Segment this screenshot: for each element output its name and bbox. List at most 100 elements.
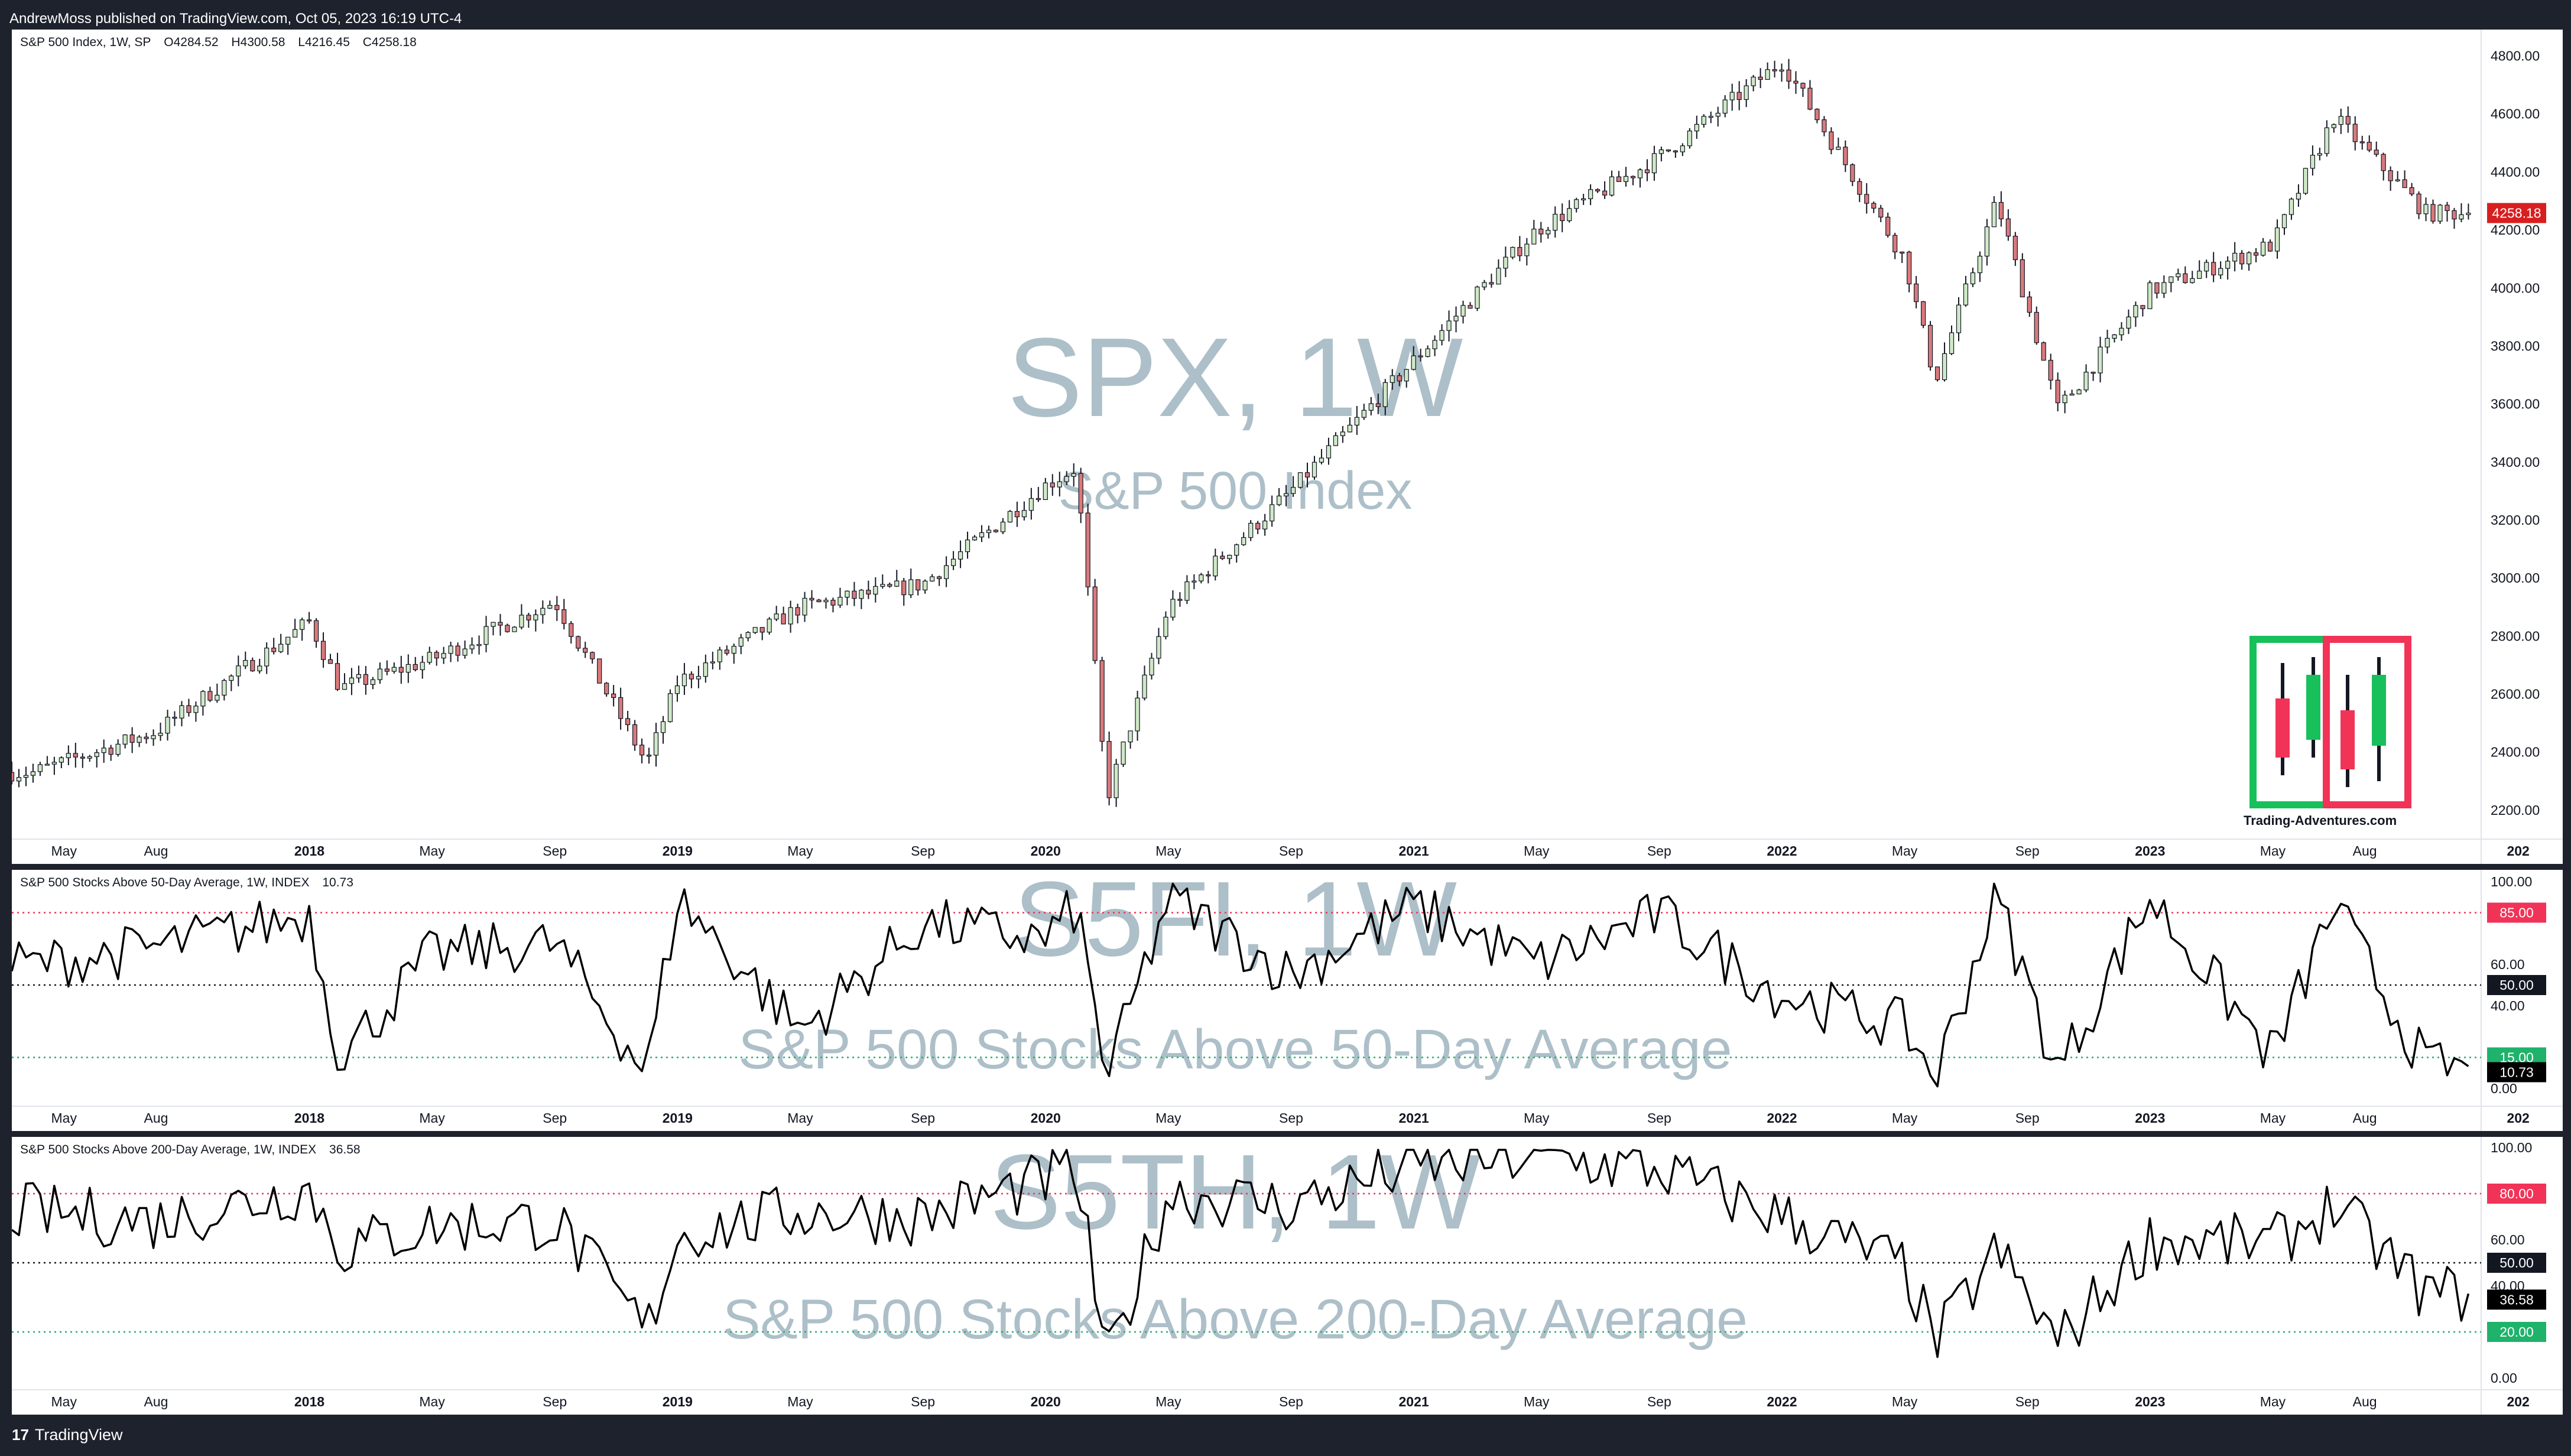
- s5th-watermark-sub: S&P 500 Stocks Above 200-Day Average: [722, 1288, 1748, 1351]
- spx-candle-up: [1241, 537, 1246, 545]
- spx-candle-up: [950, 558, 956, 566]
- spx-candle-up: [1546, 230, 1551, 235]
- level-label-box: [2487, 1322, 2546, 1342]
- spx-candle-up: [788, 607, 793, 625]
- spx-candle-up: [965, 540, 970, 552]
- spx-candle-up: [23, 775, 29, 778]
- spx-candle-down: [1616, 176, 1622, 182]
- s5th-chart[interactable]: May Aug 2018 May Sep 2019 May Sep 2020 May Sep 2021…: [12, 1137, 2563, 1415]
- s5fi-pane[interactable]: S5FI, 1W S&P 500 Stocks Above 50-Day Ave…: [12, 860, 2563, 1131]
- spx-candle-up: [1290, 487, 1296, 494]
- osc-last-value-label: 36.58: [2499, 1292, 2534, 1307]
- time-tick-label: May: [1892, 843, 1918, 859]
- spx-axis-label: 4200.00: [2491, 222, 2540, 238]
- spx-candle-up: [894, 580, 900, 587]
- spx-candle-up: [1149, 658, 1154, 675]
- spx-candle-down: [2267, 242, 2273, 252]
- spx-candle-down: [604, 682, 609, 694]
- spx-candle-up: [200, 691, 206, 707]
- spx-candle-up: [1347, 424, 1352, 433]
- spx-candle-up: [2395, 179, 2400, 181]
- s5th-pane[interactable]: S5TH, 1W S&P 500 Stocks Above 200-Day Av…: [12, 1133, 2563, 1415]
- spx-axis-label: 3400.00: [2491, 454, 2540, 470]
- spx-candle-down: [2034, 311, 2039, 343]
- spx-candle-up: [540, 607, 546, 615]
- spx-candle-down: [2359, 141, 2365, 144]
- spx-candle-up: [1482, 282, 1487, 288]
- s5th-title: S&P 500 Stocks Above 200-Day Average, 1W…: [20, 1143, 370, 1157]
- spx-candle-down: [498, 622, 503, 626]
- spx-axis-label: 3800.00: [2491, 338, 2540, 353]
- spx-candle-up: [441, 653, 446, 659]
- spx-candle-up: [745, 632, 751, 638]
- spx-candle-up: [653, 732, 659, 756]
- spx-candle-down: [2345, 116, 2351, 125]
- spx-candle-down: [1035, 498, 1041, 500]
- spx-candle-up: [957, 551, 963, 560]
- spx-candle-down: [1560, 213, 1565, 222]
- spx-candle-up: [1199, 574, 1204, 581]
- spx-candle-up: [476, 644, 482, 646]
- s5fi-chart[interactable]: May Aug 2018 May Sep 2019 May Sep 2020 May Sep 2021…: [12, 870, 2563, 1131]
- time-tick-label: May: [51, 843, 77, 859]
- spx-candle-down: [80, 756, 85, 759]
- spx-candle-down: [625, 718, 631, 726]
- spx-candle-down: [2012, 236, 2018, 261]
- spx-candle-up: [802, 597, 807, 616]
- spx-candle-up: [1234, 544, 1239, 556]
- spx-candle-up: [222, 680, 227, 696]
- time-tick-label: 2020: [1031, 1110, 1061, 1126]
- spx-candle-up: [59, 757, 64, 763]
- spx-candle-up: [1567, 208, 1572, 222]
- tradingview-logo-icon[interactable]: 17: [12, 1426, 29, 1444]
- spx-candle-down: [144, 736, 149, 739]
- spx-candle-down: [1418, 355, 1423, 358]
- spx-candle-up: [660, 721, 666, 733]
- footer-brand[interactable]: TradingView: [34, 1426, 123, 1444]
- spx-pane[interactable]: SPX, 1W S&P 500 Index May Aug 2018 May Sep 20…: [12, 30, 2563, 864]
- spx-candle-up: [257, 665, 262, 672]
- spx-candle-down: [505, 625, 510, 632]
- spx-candle-down: [1736, 92, 1742, 100]
- spx-candle-down: [320, 641, 326, 660]
- time-tick-label: May: [1155, 843, 1181, 859]
- spx-candle-up: [122, 734, 128, 745]
- spx-candle-down: [830, 600, 836, 606]
- spx-candle-up: [703, 662, 708, 677]
- spx-candle-down: [639, 745, 645, 756]
- spx-chart[interactable]: May Aug 2018 May Sep 2019 May Sep 2020 May Sep 2021…: [12, 30, 2563, 864]
- spx-axis-label: 2600.00: [2491, 687, 2540, 702]
- spx-candle-up: [420, 662, 425, 671]
- spx-candle-up: [405, 664, 411, 673]
- spx-candle-up: [1382, 382, 1388, 407]
- spx-candle-down: [2005, 218, 2011, 237]
- spx-candle-down: [2239, 252, 2245, 265]
- spx-candle-down: [1814, 109, 1820, 121]
- time-tick-label: Sep: [1647, 1394, 1671, 1409]
- spx-candle-up: [738, 637, 744, 647]
- spx-candle-up: [837, 597, 843, 606]
- time-tick-label: Sep: [911, 843, 935, 859]
- spx-candle-up: [1156, 636, 1161, 659]
- spx-candle-up: [2423, 204, 2429, 214]
- time-tick-label: Sep: [1647, 843, 1671, 859]
- spx-candle-down: [2020, 259, 2025, 298]
- spx-candle-up: [1453, 316, 1459, 321]
- spx-candle-up: [285, 636, 291, 645]
- osc-axis-label: 100.00: [2491, 1140, 2532, 1155]
- time-tick-label: May: [1524, 1110, 1550, 1126]
- spx-candle-up: [1991, 202, 1997, 228]
- spx-candle-down: [434, 652, 439, 659]
- spx-candle-up: [1142, 674, 1147, 698]
- time-tick-label: 2018: [294, 1110, 324, 1126]
- spx-candle-down: [2374, 150, 2379, 155]
- spx-candle-down: [1092, 586, 1098, 661]
- time-tick-label: 2020: [1031, 1394, 1061, 1409]
- osc-axis-label: 100.00: [2491, 874, 2532, 889]
- spx-candle-down: [250, 659, 255, 672]
- time-tick-label: Aug: [2353, 843, 2377, 859]
- spx-candle-up: [215, 694, 220, 701]
- osc-axis-label: 60.00: [2491, 1232, 2525, 1247]
- spx-candle-up: [1361, 410, 1366, 418]
- spx-candle-down: [1829, 131, 1834, 150]
